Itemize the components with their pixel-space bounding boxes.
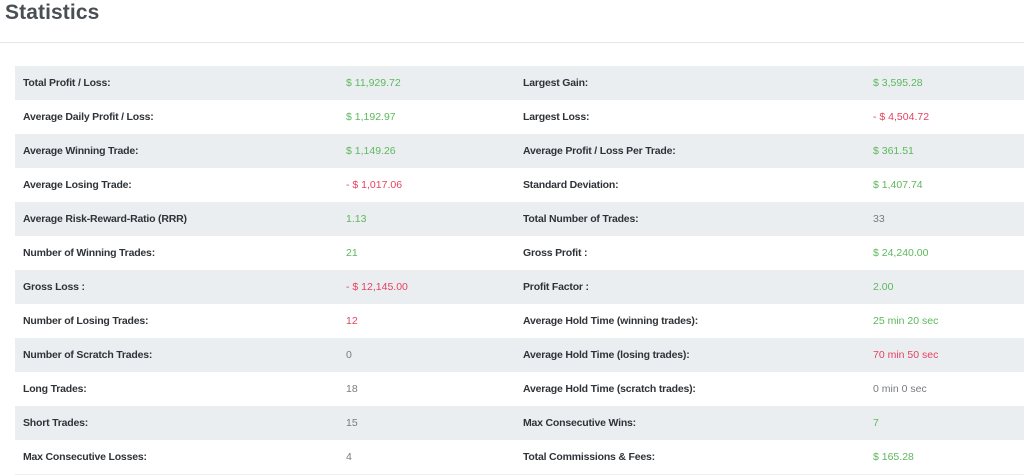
stat-value: $ 24,240.00 [873, 236, 1024, 270]
stat-label: Average Hold Time (losing trades): [523, 338, 873, 372]
stat-value: 21 [346, 236, 523, 270]
stat-value: $ 11,929.72 [346, 66, 523, 100]
page-title: Statistics [5, 1, 100, 24]
stat-value: 25 min 20 sec [873, 304, 1024, 338]
stat-value: 7 [873, 406, 1024, 440]
stats-row: Average Risk-Reward-Ratio (RRR) 1.13 Total… [15, 202, 1024, 236]
stat-label: Standard Deviation: [523, 168, 873, 202]
stat-value: - $ 12,145.00 [346, 270, 523, 304]
stats-row: Total Profit / Loss: $ 11,929.72 Largest G… [15, 66, 1024, 100]
stat-value: $ 3,595.28 [873, 66, 1024, 100]
statistics-table: Total Profit / Loss: $ 11,929.72 Largest G… [15, 66, 1024, 475]
stat-label: Average Profit / Loss Per Trade: [523, 134, 873, 168]
stat-label: Max Consecutive Losses: [15, 440, 346, 475]
stat-label: Gross Loss : [15, 270, 346, 304]
page-header: Statistics [0, 0, 1024, 43]
stat-label: Short Trades: [15, 406, 346, 440]
stats-row: Short Trades: 15 Max Consecutive Wins: 7 [15, 406, 1024, 440]
stat-label: Largest Loss: [523, 100, 873, 134]
stat-label: Average Risk-Reward-Ratio (RRR) [15, 202, 346, 236]
stat-value: 4 [346, 440, 523, 475]
stat-label: Gross Profit : [523, 236, 873, 270]
stat-value: $ 1,149.26 [346, 134, 523, 168]
stat-value: - $ 4,504.72 [873, 100, 1024, 134]
stat-label: Average Hold Time (scratch trades): [523, 372, 873, 406]
stat-value: - $ 1,017.06 [346, 168, 523, 202]
stat-value: 12 [346, 304, 523, 338]
stat-value: 1.13 [346, 202, 523, 236]
stat-value: 0 min 0 sec [873, 372, 1024, 406]
stats-row: Number of Losing Trades: 12 Average Hold T… [15, 304, 1024, 338]
stat-value: 15 [346, 406, 523, 440]
stat-label: Average Hold Time (winning trades): [523, 304, 873, 338]
stat-label: Number of Winning Trades: [15, 236, 346, 270]
stat-value: 18 [346, 372, 523, 406]
stat-label: Profit Factor : [523, 270, 873, 304]
stat-value: 70 min 50 sec [873, 338, 1024, 372]
stat-label: Average Losing Trade: [15, 168, 346, 202]
statistics-table-body: Total Profit / Loss: $ 11,929.72 Largest G… [15, 66, 1024, 475]
stats-row: Gross Loss :- $ 12,145.00 Profit Factor :… [15, 270, 1024, 304]
stat-value: 33 [873, 202, 1024, 236]
stat-label: Average Daily Profit / Loss: [15, 100, 346, 134]
stats-row: Max Consecutive Losses: 4 Total Commission… [15, 440, 1024, 475]
stat-label: Number of Scratch Trades: [15, 338, 346, 372]
stats-row: Average Losing Trade: - $ 1,017.06 Standar… [15, 168, 1024, 202]
stats-row: Long Trades: 18 Average Hold Time (scratch… [15, 372, 1024, 406]
stat-value: $ 1,407.74 [873, 168, 1024, 202]
stats-row: Average Winning Trade: $ 1,149.26 Average … [15, 134, 1024, 168]
stat-value: $ 165.28 [873, 440, 1024, 475]
stat-label: Long Trades: [15, 372, 346, 406]
stats-row: Number of Scratch Trades: 0 Average Hold T… [15, 338, 1024, 372]
stats-row: Average Daily Profit / Loss: $ 1,192.97 La… [15, 100, 1024, 134]
stat-value: $ 361.51 [873, 134, 1024, 168]
stat-label: Average Winning Trade: [15, 134, 346, 168]
stat-label: Largest Gain: [523, 66, 873, 100]
stat-label: Total Profit / Loss: [15, 66, 346, 100]
stat-label: Total Number of Trades: [523, 202, 873, 236]
stat-value: 2.00 [873, 270, 1024, 304]
stat-value: 0 [346, 338, 523, 372]
stats-row: Number of Winning Trades: 21 Gross Profit … [15, 236, 1024, 270]
stat-label: Max Consecutive Wins: [523, 406, 873, 440]
stat-label: Total Commissions & Fees: [523, 440, 873, 475]
stat-value: $ 1,192.97 [346, 100, 523, 134]
stat-label: Number of Losing Trades: [15, 304, 346, 338]
